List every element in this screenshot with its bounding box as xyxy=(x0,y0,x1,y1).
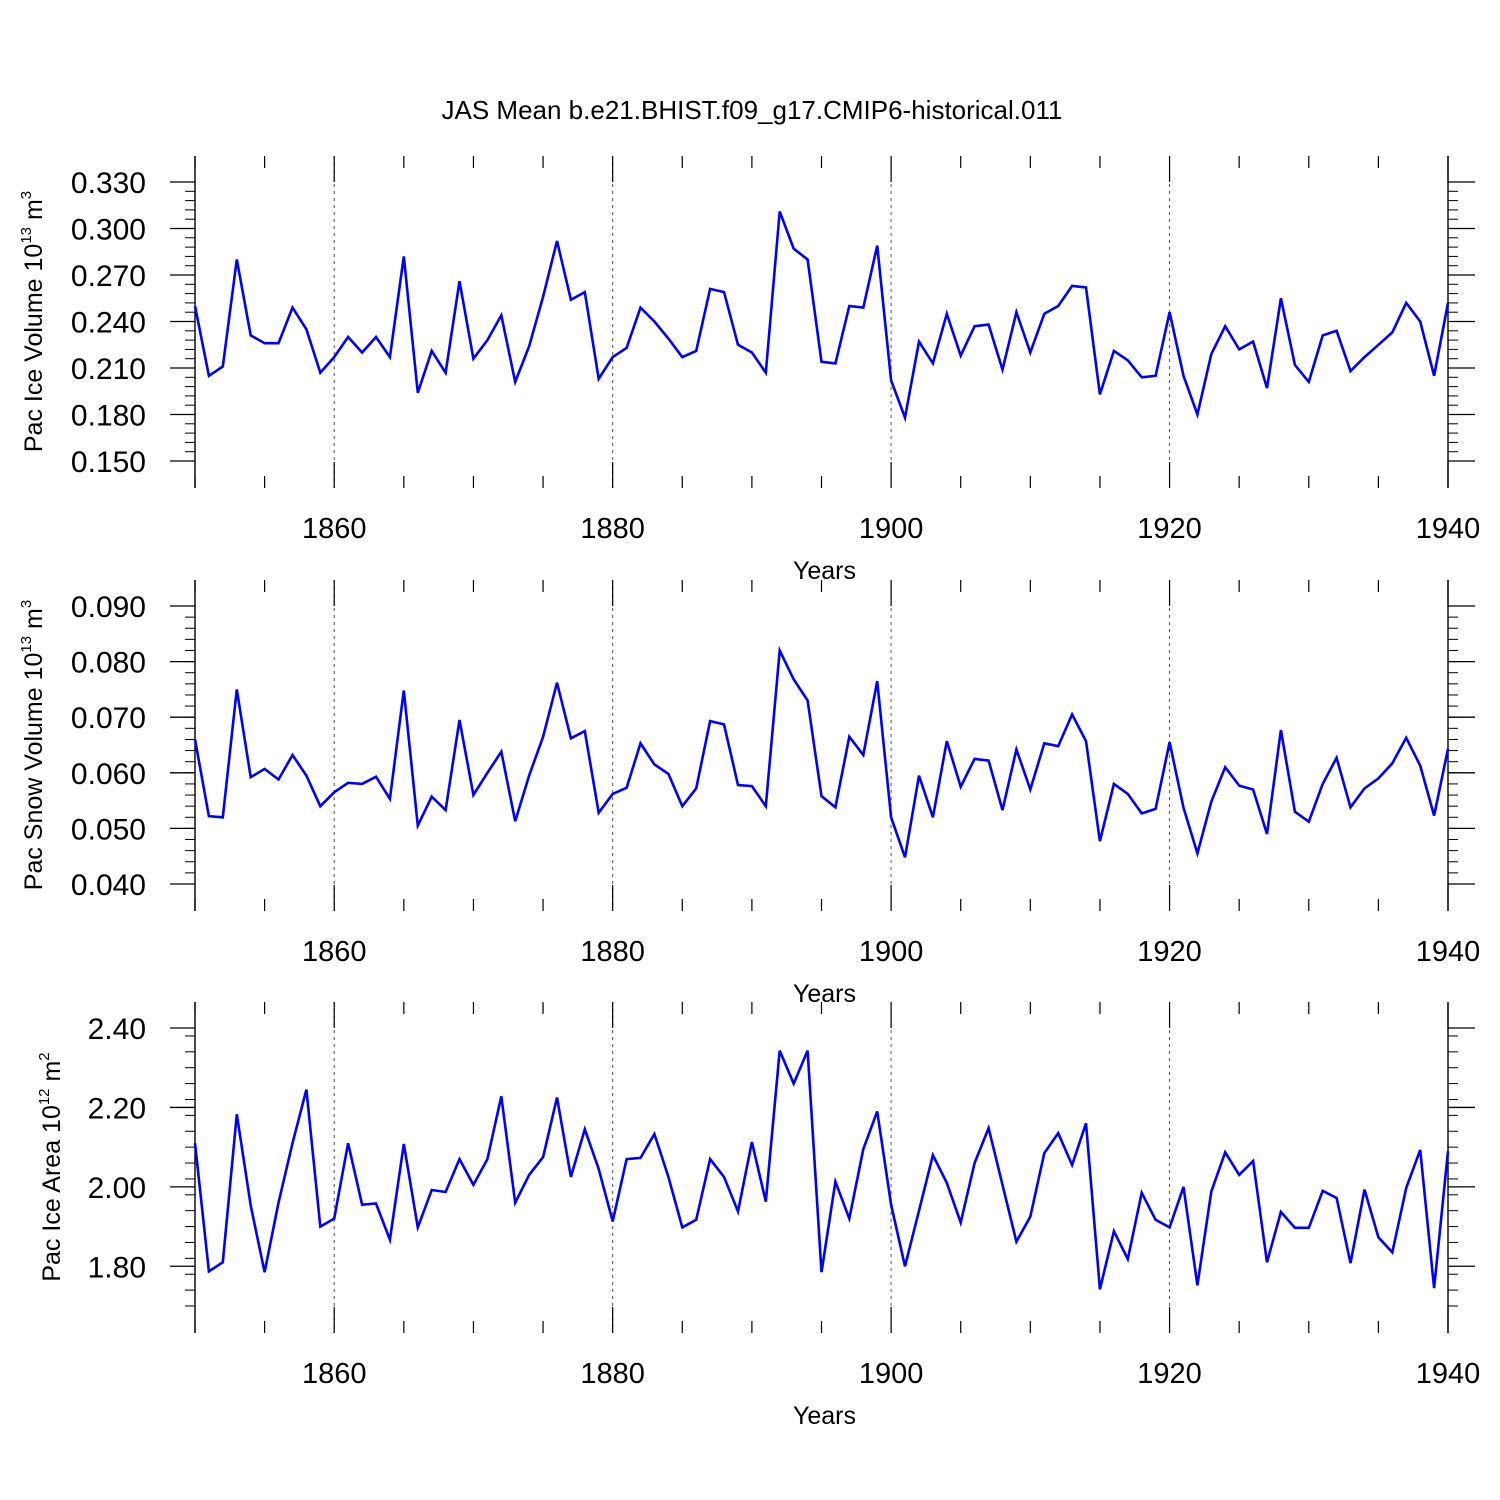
series-line xyxy=(193,1050,1450,1290)
x-tick-label: 1880 xyxy=(580,936,645,968)
y-axis-title: Pac Snow Volume 1013 m3 xyxy=(18,600,48,890)
y-tick-label: 0.210 xyxy=(71,353,146,386)
y-tick-label: 0.040 xyxy=(71,869,146,902)
y-axis-title-base: Pac Ice Volume 10 xyxy=(20,244,48,452)
y-tick-label: 0.150 xyxy=(71,446,146,479)
x-tick-label: 1940 xyxy=(1416,1358,1481,1390)
x-tick-label: 1900 xyxy=(859,513,924,545)
y-tick-label: 0.300 xyxy=(71,214,146,247)
series-line xyxy=(193,211,1450,423)
chart-panel-2: 0.040 0.050 0.060 0.070 0.080 0.090 1860 1880 19… xyxy=(18,580,1480,1008)
x-tick-label: 1940 xyxy=(1416,513,1481,545)
y-tick-label: 1.80 xyxy=(88,1251,146,1284)
chart-panel-3: 1.80 2.00 2.20 2.40 1860 1880 1900 1920 1940 Year… xyxy=(36,1002,1480,1430)
series-line xyxy=(193,645,1450,859)
x-tick-label: 1880 xyxy=(580,513,645,545)
x-tick-label: 1860 xyxy=(302,513,367,545)
y-axis-title-base: Pac Snow Volume 10 xyxy=(20,653,48,891)
y-tick-label: 0.270 xyxy=(71,260,146,293)
x-axis-title: Years xyxy=(793,557,856,585)
y-tick-label: 0.330 xyxy=(71,167,146,200)
y-tick-label: 0.240 xyxy=(71,307,146,340)
y-tick-label: 0.070 xyxy=(71,702,146,735)
y-axis-title-exponent: 12 xyxy=(36,1088,53,1105)
x-tick-label: 1920 xyxy=(1137,513,1202,545)
x-tick-label: 1880 xyxy=(580,1358,645,1390)
y-axis-title-exponent: 13 xyxy=(18,227,35,244)
y-axis-title-unit-exponent: 3 xyxy=(18,191,35,199)
chart-panel-1: 0.150 0.180 0.210 0.240 0.270 0.300 0.330 1860 1… xyxy=(18,156,1480,585)
y-tick-label: 0.050 xyxy=(71,813,146,846)
x-tick-label: 1900 xyxy=(859,936,924,968)
figure-title: JAS Mean b.e21.BHIST.f09_g17.CMIP6-histo… xyxy=(442,95,1063,125)
x-axis-title: Years xyxy=(793,980,856,1008)
y-tick-label: 0.090 xyxy=(71,591,146,624)
y-axis-title-unit: m xyxy=(20,608,48,636)
y-axis-title-unit: m xyxy=(38,1061,66,1089)
y-tick-label: 0.080 xyxy=(71,647,146,680)
y-axis-title-unit: m xyxy=(20,199,48,227)
x-tick-label: 1920 xyxy=(1137,936,1202,968)
y-tick-label: 2.20 xyxy=(88,1092,146,1125)
y-axis-title-exponent: 13 xyxy=(18,636,35,653)
y-tick-label: 0.060 xyxy=(71,758,146,791)
y-axis-title: Pac Ice Volume 1013 m3 xyxy=(18,191,48,452)
y-axis-title: Pac Ice Area 1012 m2 xyxy=(36,1052,66,1281)
x-tick-label: 1860 xyxy=(302,936,367,968)
x-tick-label: 1860 xyxy=(302,1358,367,1390)
y-tick-label: 0.180 xyxy=(71,400,146,433)
y-tick-label: 2.40 xyxy=(88,1013,146,1046)
y-axis-title-unit-exponent: 3 xyxy=(18,600,35,608)
y-tick-label: 2.00 xyxy=(88,1172,146,1205)
x-tick-label: 1940 xyxy=(1416,936,1481,968)
y-axis-title-base: Pac Ice Area 10 xyxy=(38,1105,66,1282)
y-axis-title-unit-exponent: 2 xyxy=(36,1052,53,1060)
x-axis-title: Years xyxy=(793,1402,856,1430)
x-tick-label: 1900 xyxy=(859,1358,924,1390)
x-tick-label: 1920 xyxy=(1137,1358,1202,1390)
